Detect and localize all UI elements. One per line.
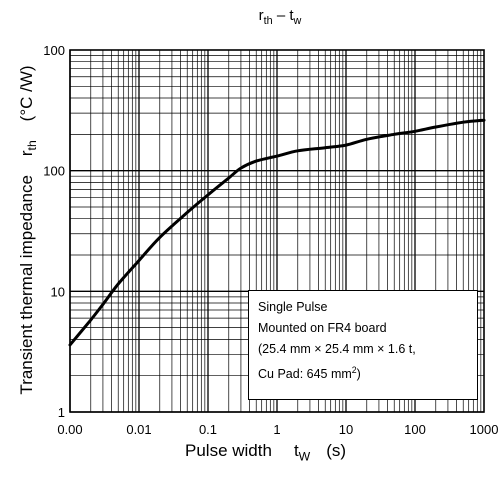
y-tick-label: 100 [43, 164, 65, 179]
y-tick-label: 10 [51, 284, 65, 299]
legend-line-4: Cu Pad: 645 mm2) [258, 365, 361, 382]
x-tick-label: 0.01 [126, 422, 151, 437]
x-tick-label: 1 [273, 422, 280, 437]
x-tick-label: 10 [339, 422, 353, 437]
y-tick-label: 100 [43, 43, 65, 58]
plot-frame [69, 49, 485, 413]
x-tick-label: 100 [404, 422, 426, 437]
legend-line-1: Single Pulse [258, 300, 328, 314]
y-axis-label: Transient thermal impedance rth (°C /W) [16, 65, 40, 395]
y-tick-label: 1 [58, 405, 65, 420]
legend-line-3: (25.4 mm × 25.4 mm × 1.6 t, [258, 342, 416, 356]
series-line [68, 118, 486, 347]
tick-labels: 0.00 0.01 0.1 1 10 100 1000 1 10 100 100 [43, 43, 498, 437]
legend-box: Single Pulse Mounted on FR4 board (25.4 … [248, 290, 478, 400]
x-axis-label: Pulse width tW (s) [185, 441, 347, 464]
x-tick-label: 0.00 [57, 422, 82, 437]
x-tick-label: 0.1 [199, 422, 217, 437]
x-tick-label: 1000 [470, 422, 499, 437]
legend-line-2: Mounted on FR4 board [258, 321, 387, 335]
chart-title: rth – tw [258, 7, 302, 27]
